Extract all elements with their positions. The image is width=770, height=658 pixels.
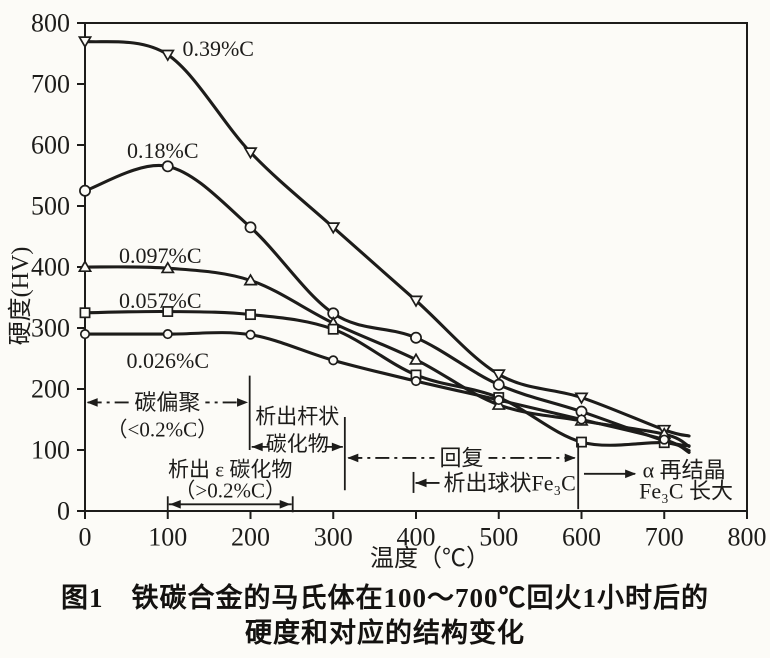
x-tick-label: 100 <box>148 523 187 552</box>
curve-0.39%C <box>83 39 691 438</box>
region-boundaries <box>248 375 580 510</box>
arrowhead-right <box>237 398 249 407</box>
arrowhead-right <box>625 469 637 479</box>
annotation-eps-carbide: 析出 ε 碳化物（>0.2%C） <box>166 458 294 513</box>
annotation-text: 碳偏聚 <box>134 390 200 415</box>
annotation-text: 回复 <box>440 445 484 470</box>
y-tick-label: 500 <box>31 192 70 221</box>
marker-circle-small <box>493 394 504 406</box>
arrowhead-left <box>86 398 98 407</box>
marker-square <box>327 323 339 335</box>
x-tick-label: 500 <box>479 523 518 552</box>
marker-circle-small <box>328 355 339 366</box>
tempering-hardness-chart: 0 100 200 300 400 500 600 700 800 温度（℃） 0 100 200 300… <box>7 9 767 573</box>
curve-label-0.18%C: 0.18%C <box>127 138 199 163</box>
arrowhead-right <box>331 442 343 452</box>
annotation-text: α 再结晶 <box>643 458 726 483</box>
marker-square <box>245 309 256 321</box>
arrowhead-left <box>347 453 359 463</box>
curve-label-0.057%C: 0.057%C <box>119 288 202 313</box>
marker-circle-small <box>659 434 670 445</box>
curve-label-0.026%C: 0.026%C <box>127 348 210 373</box>
x-tick-label: 700 <box>645 523 684 552</box>
marker-circle <box>410 331 422 344</box>
marker-triangle-down <box>574 392 589 405</box>
marker-circle-small <box>576 414 587 425</box>
x-tick-label: 400 <box>397 523 436 552</box>
annotation-text: Fe₃C 长大 <box>639 478 733 503</box>
figure-caption-line2: 硬度和对应的结构变化 <box>245 618 525 648</box>
y-tick-label: 0 <box>57 497 70 526</box>
figure-caption-line1: 图1 铁碳合金的马氏体在100～700℃回火1小时后的 <box>61 583 709 613</box>
y-tick-label: 300 <box>31 314 70 343</box>
x-tick-label: 300 <box>314 523 353 552</box>
annotation-text: 碳化物 <box>266 432 329 456</box>
label-mask <box>129 388 206 416</box>
y-tick-label: 800 <box>31 9 70 38</box>
marker-triangle-down <box>408 295 424 308</box>
marker-triangle-up <box>77 259 93 273</box>
marker-triangle-up <box>408 352 424 365</box>
arrowhead-right <box>279 499 291 509</box>
curve-label-0.097%C: 0.097%C <box>119 243 202 268</box>
y-tick-label: 400 <box>31 253 70 282</box>
annotation-text: 析出 ε 碳化物 <box>168 458 292 482</box>
x-tick-label: 600 <box>562 523 601 552</box>
x-axis: 0 100 200 300 400 500 600 700 800 温度（℃） <box>79 511 767 572</box>
marker-triangle-down <box>491 369 506 382</box>
marker-circle <box>244 221 257 234</box>
marker-triangle-down <box>160 49 175 62</box>
curve-label-0.39%C: 0.39%C <box>182 36 254 61</box>
marker-square <box>162 306 174 317</box>
annotation-subtext: （>0.2%C） <box>174 478 286 502</box>
marker-circle-small <box>410 376 422 387</box>
marker-triangle-down <box>326 222 341 235</box>
y-tick-label: 700 <box>31 70 70 99</box>
x-tick-label: 200 <box>231 523 270 552</box>
marker-triangle-down <box>77 36 93 49</box>
x-axis-title: 温度（℃） <box>370 545 490 572</box>
y-tick-label: 100 <box>31 436 70 465</box>
marker-circle-small <box>162 329 173 340</box>
marker-triangle-up <box>160 261 175 274</box>
marker-square <box>79 307 91 319</box>
marker-triangle-up <box>243 273 258 286</box>
y-axis: 0 100 200 300 400 500 600 700 800 硬度(HV) <box>7 9 85 526</box>
marker-triangle-down <box>243 147 258 160</box>
y-tick-label: 200 <box>31 375 70 404</box>
y-axis-title: 硬度(HV) <box>7 247 34 346</box>
marker-circle <box>492 378 505 391</box>
y-tick-label: 600 <box>31 131 70 160</box>
annotation-text: 析出杆状 <box>255 404 339 428</box>
figure-caption: 图1 铁碳合金的马氏体在100～700℃回火1小时后的 硬度和对应的结构变化 <box>0 581 770 651</box>
x-tick-label: 800 <box>728 523 767 552</box>
marker-circle-small <box>245 329 256 340</box>
annotation-text: 析出球状Fe₃C <box>444 470 576 495</box>
annotation-spherical-fe3c: 析出球状Fe₃C <box>412 470 576 495</box>
marker-square <box>576 436 587 448</box>
arrowhead-left <box>251 442 263 452</box>
arrowhead-left <box>415 478 427 488</box>
markers: 0.39%C 0.18%C 0.097%C 0.057%C 0.026%C <box>77 36 672 449</box>
label-mask <box>434 444 489 472</box>
annotation-segregation: 碳偏聚（<0.2%C） <box>86 388 249 441</box>
annotation-subtext: （<0.2%C） <box>107 417 219 441</box>
arrowhead-left <box>169 499 181 509</box>
annotation-recovery: 回复 <box>347 444 576 472</box>
marker-circle <box>79 184 91 197</box>
x-tick-label: 0 <box>79 523 92 552</box>
arrowhead-right <box>564 453 576 463</box>
marker-circle-small <box>79 329 91 340</box>
marker-circle <box>161 160 174 173</box>
